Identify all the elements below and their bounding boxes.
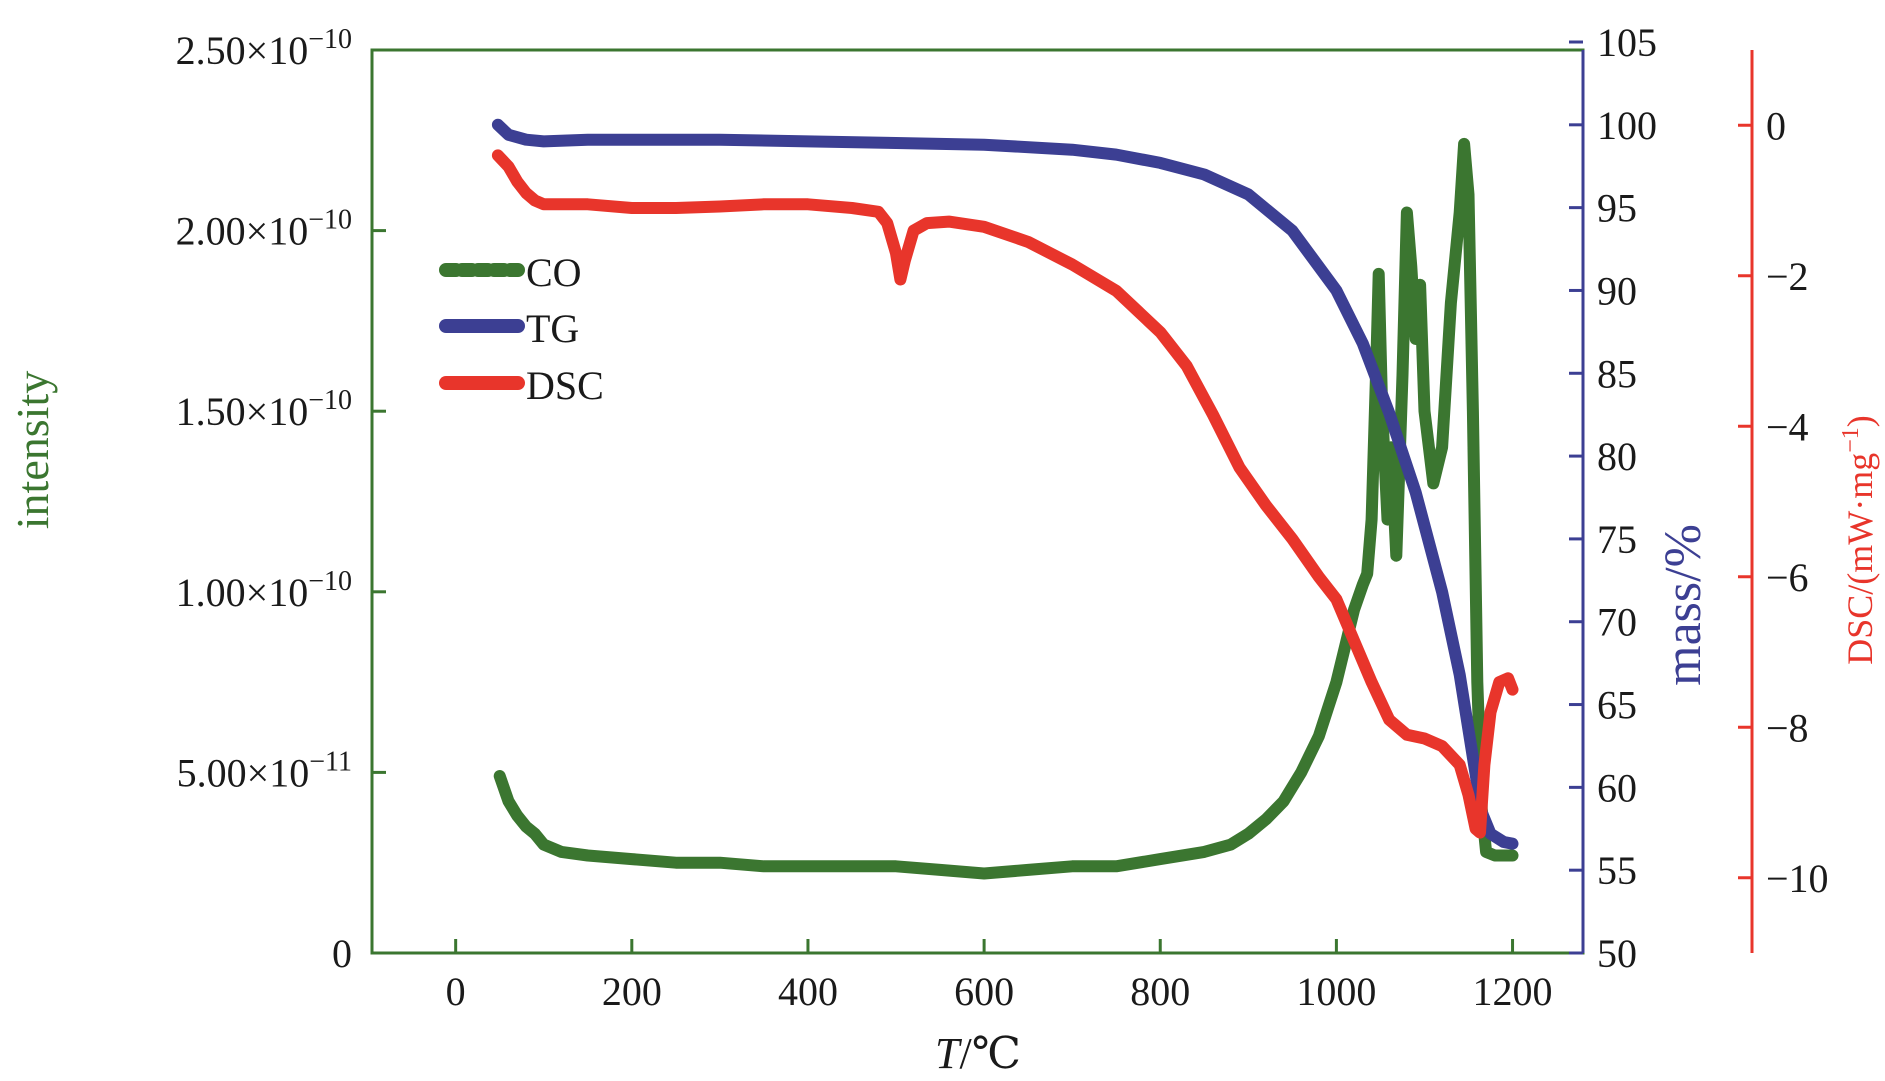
left-axis-title: intensity	[7, 371, 58, 529]
mass-tick-label: 60	[1597, 765, 1637, 810]
left-tick-label: 0	[332, 931, 352, 976]
x-tick-label: 800	[1130, 969, 1190, 1014]
series-layer	[491, 118, 1519, 880]
mass-tick-label: 75	[1597, 517, 1637, 562]
left-tick-label: 2.50×10−10	[176, 24, 352, 73]
left-tick-label: 1.50×10−10	[176, 385, 352, 434]
series-line-dsc	[491, 149, 1519, 839]
dsc-axis-title-main: DSC/(mW·mg	[1840, 453, 1880, 665]
x-axis-ticks: 0 200 400 600 800 1000 1200	[446, 939, 1553, 1014]
mass-tick-label: 65	[1597, 683, 1637, 728]
mass-tick-label: 100	[1597, 103, 1657, 148]
dsc-tick-label: −10	[1766, 856, 1829, 901]
legend: CO TG DSC	[439, 250, 604, 408]
dsc-axis-title: DSC/(mW·mg−1)	[1838, 415, 1880, 665]
x-tick-label: 1000	[1296, 969, 1376, 1014]
mass-tick-label: 105	[1597, 20, 1657, 65]
x-tick-label: 400	[778, 969, 838, 1014]
mass-tick-label: 95	[1597, 186, 1637, 231]
mass-axis-ticks: 50 55 60 65 70 75 80 85 90 95 100 105	[1569, 20, 1657, 976]
series-line-tg	[491, 118, 1519, 850]
mass-tick-label: 90	[1597, 268, 1637, 313]
left-tick-label: 5.00×10−11	[177, 746, 352, 795]
x-axis-unit: /℃	[960, 1029, 1021, 1078]
left-tick-label: 1.00×10−10	[176, 566, 352, 615]
mass-axis-title: mass/%	[1655, 524, 1712, 686]
mass-tick-label: 80	[1597, 434, 1637, 479]
dsc-axis-ticks: 0 −2 −4 −6 −8 −10	[1738, 103, 1829, 901]
dsc-tick-label: −2	[1766, 254, 1809, 299]
dsc-axis-title-close: )	[1840, 415, 1880, 427]
dsc-tick-label: 0	[1766, 103, 1786, 148]
left-axis-ticks: 0 5.00×10−11 1.00×10−10 1.50×10−10 2.00×10−1…	[176, 24, 386, 976]
x-axis-title: T/℃	[935, 1029, 1021, 1078]
left-tick-label: 2.00×10−10	[176, 205, 352, 254]
mass-tick-label: 70	[1597, 600, 1637, 645]
mass-tick-label: 50	[1597, 931, 1637, 976]
mass-tick-label: 85	[1597, 351, 1637, 396]
legend-label-co: CO	[526, 250, 582, 295]
x-tick-label: 1200	[1473, 969, 1553, 1014]
series-line-co	[493, 137, 1519, 880]
dsc-axis-title-exp: −1	[1838, 427, 1864, 453]
x-tick-label: 200	[602, 969, 662, 1014]
x-tick-label: 600	[954, 969, 1014, 1014]
dsc-tick-label: −8	[1766, 705, 1809, 750]
legend-label-tg: TG	[526, 306, 579, 351]
mass-tick-label: 55	[1597, 848, 1637, 893]
dsc-tick-label: −4	[1766, 404, 1809, 449]
x-tick-label: 0	[446, 969, 466, 1014]
legend-label-dsc: DSC	[526, 363, 604, 408]
x-axis-var: T	[935, 1029, 963, 1078]
dsc-tick-label: −6	[1766, 555, 1809, 600]
